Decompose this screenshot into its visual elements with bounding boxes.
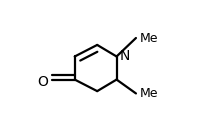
Text: Me: Me <box>139 87 158 100</box>
Text: N: N <box>119 49 129 63</box>
Text: O: O <box>37 75 48 89</box>
Text: Me: Me <box>139 32 158 45</box>
